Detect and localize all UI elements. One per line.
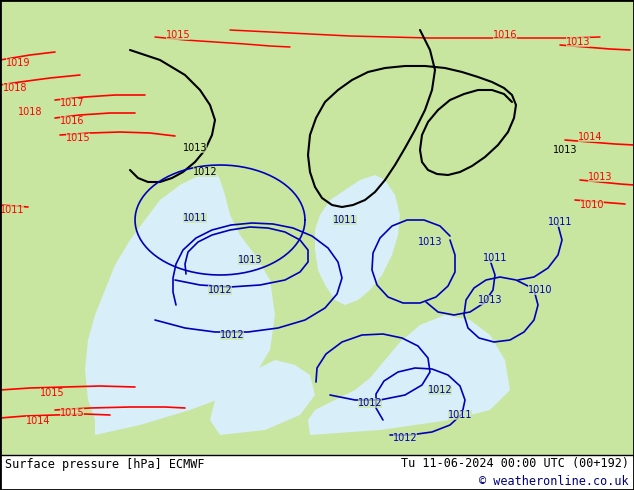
Text: 1011: 1011 xyxy=(183,213,207,223)
Text: 1013: 1013 xyxy=(553,145,577,155)
Text: 1011: 1011 xyxy=(448,410,472,420)
Text: 1018: 1018 xyxy=(3,83,27,93)
Polygon shape xyxy=(308,315,510,435)
Text: 1011: 1011 xyxy=(548,217,573,227)
Text: 1017: 1017 xyxy=(60,98,84,108)
Text: 1012: 1012 xyxy=(208,285,232,295)
Text: 1015: 1015 xyxy=(60,408,84,418)
Text: 1014: 1014 xyxy=(26,416,50,426)
Text: Tu 11-06-2024 00:00 UTC (00+192): Tu 11-06-2024 00:00 UTC (00+192) xyxy=(401,457,629,470)
Text: 1012: 1012 xyxy=(193,167,217,177)
Text: 1013: 1013 xyxy=(418,237,443,247)
Text: 1013: 1013 xyxy=(478,295,502,305)
Text: 1019: 1019 xyxy=(6,58,30,68)
Text: 1010: 1010 xyxy=(527,285,552,295)
Polygon shape xyxy=(210,360,315,435)
Polygon shape xyxy=(315,175,400,305)
Text: 1016: 1016 xyxy=(493,30,517,40)
Text: © weatheronline.co.uk: © weatheronline.co.uk xyxy=(479,475,629,488)
Text: 1012: 1012 xyxy=(220,330,244,340)
Text: 1012: 1012 xyxy=(358,398,382,408)
Text: 1015: 1015 xyxy=(66,133,90,143)
Text: 1012: 1012 xyxy=(392,433,417,443)
Text: 1013: 1013 xyxy=(183,143,207,153)
Text: 1013: 1013 xyxy=(588,172,612,182)
Bar xyxy=(0,455,634,490)
Text: 1012: 1012 xyxy=(428,385,452,395)
Text: 1015: 1015 xyxy=(165,30,190,40)
Text: 1014: 1014 xyxy=(578,132,602,142)
Text: 1010: 1010 xyxy=(579,200,604,210)
Text: 1015: 1015 xyxy=(40,388,64,398)
Text: 1013: 1013 xyxy=(566,37,590,47)
Text: 1011: 1011 xyxy=(0,205,24,215)
Polygon shape xyxy=(85,170,275,435)
Text: 1013: 1013 xyxy=(238,255,262,265)
Text: 1018: 1018 xyxy=(18,107,42,117)
Text: 1011: 1011 xyxy=(333,215,357,225)
Text: 1011: 1011 xyxy=(482,253,507,263)
Text: Surface pressure [hPa] ECMWF: Surface pressure [hPa] ECMWF xyxy=(5,458,205,471)
Text: 1016: 1016 xyxy=(60,116,84,126)
